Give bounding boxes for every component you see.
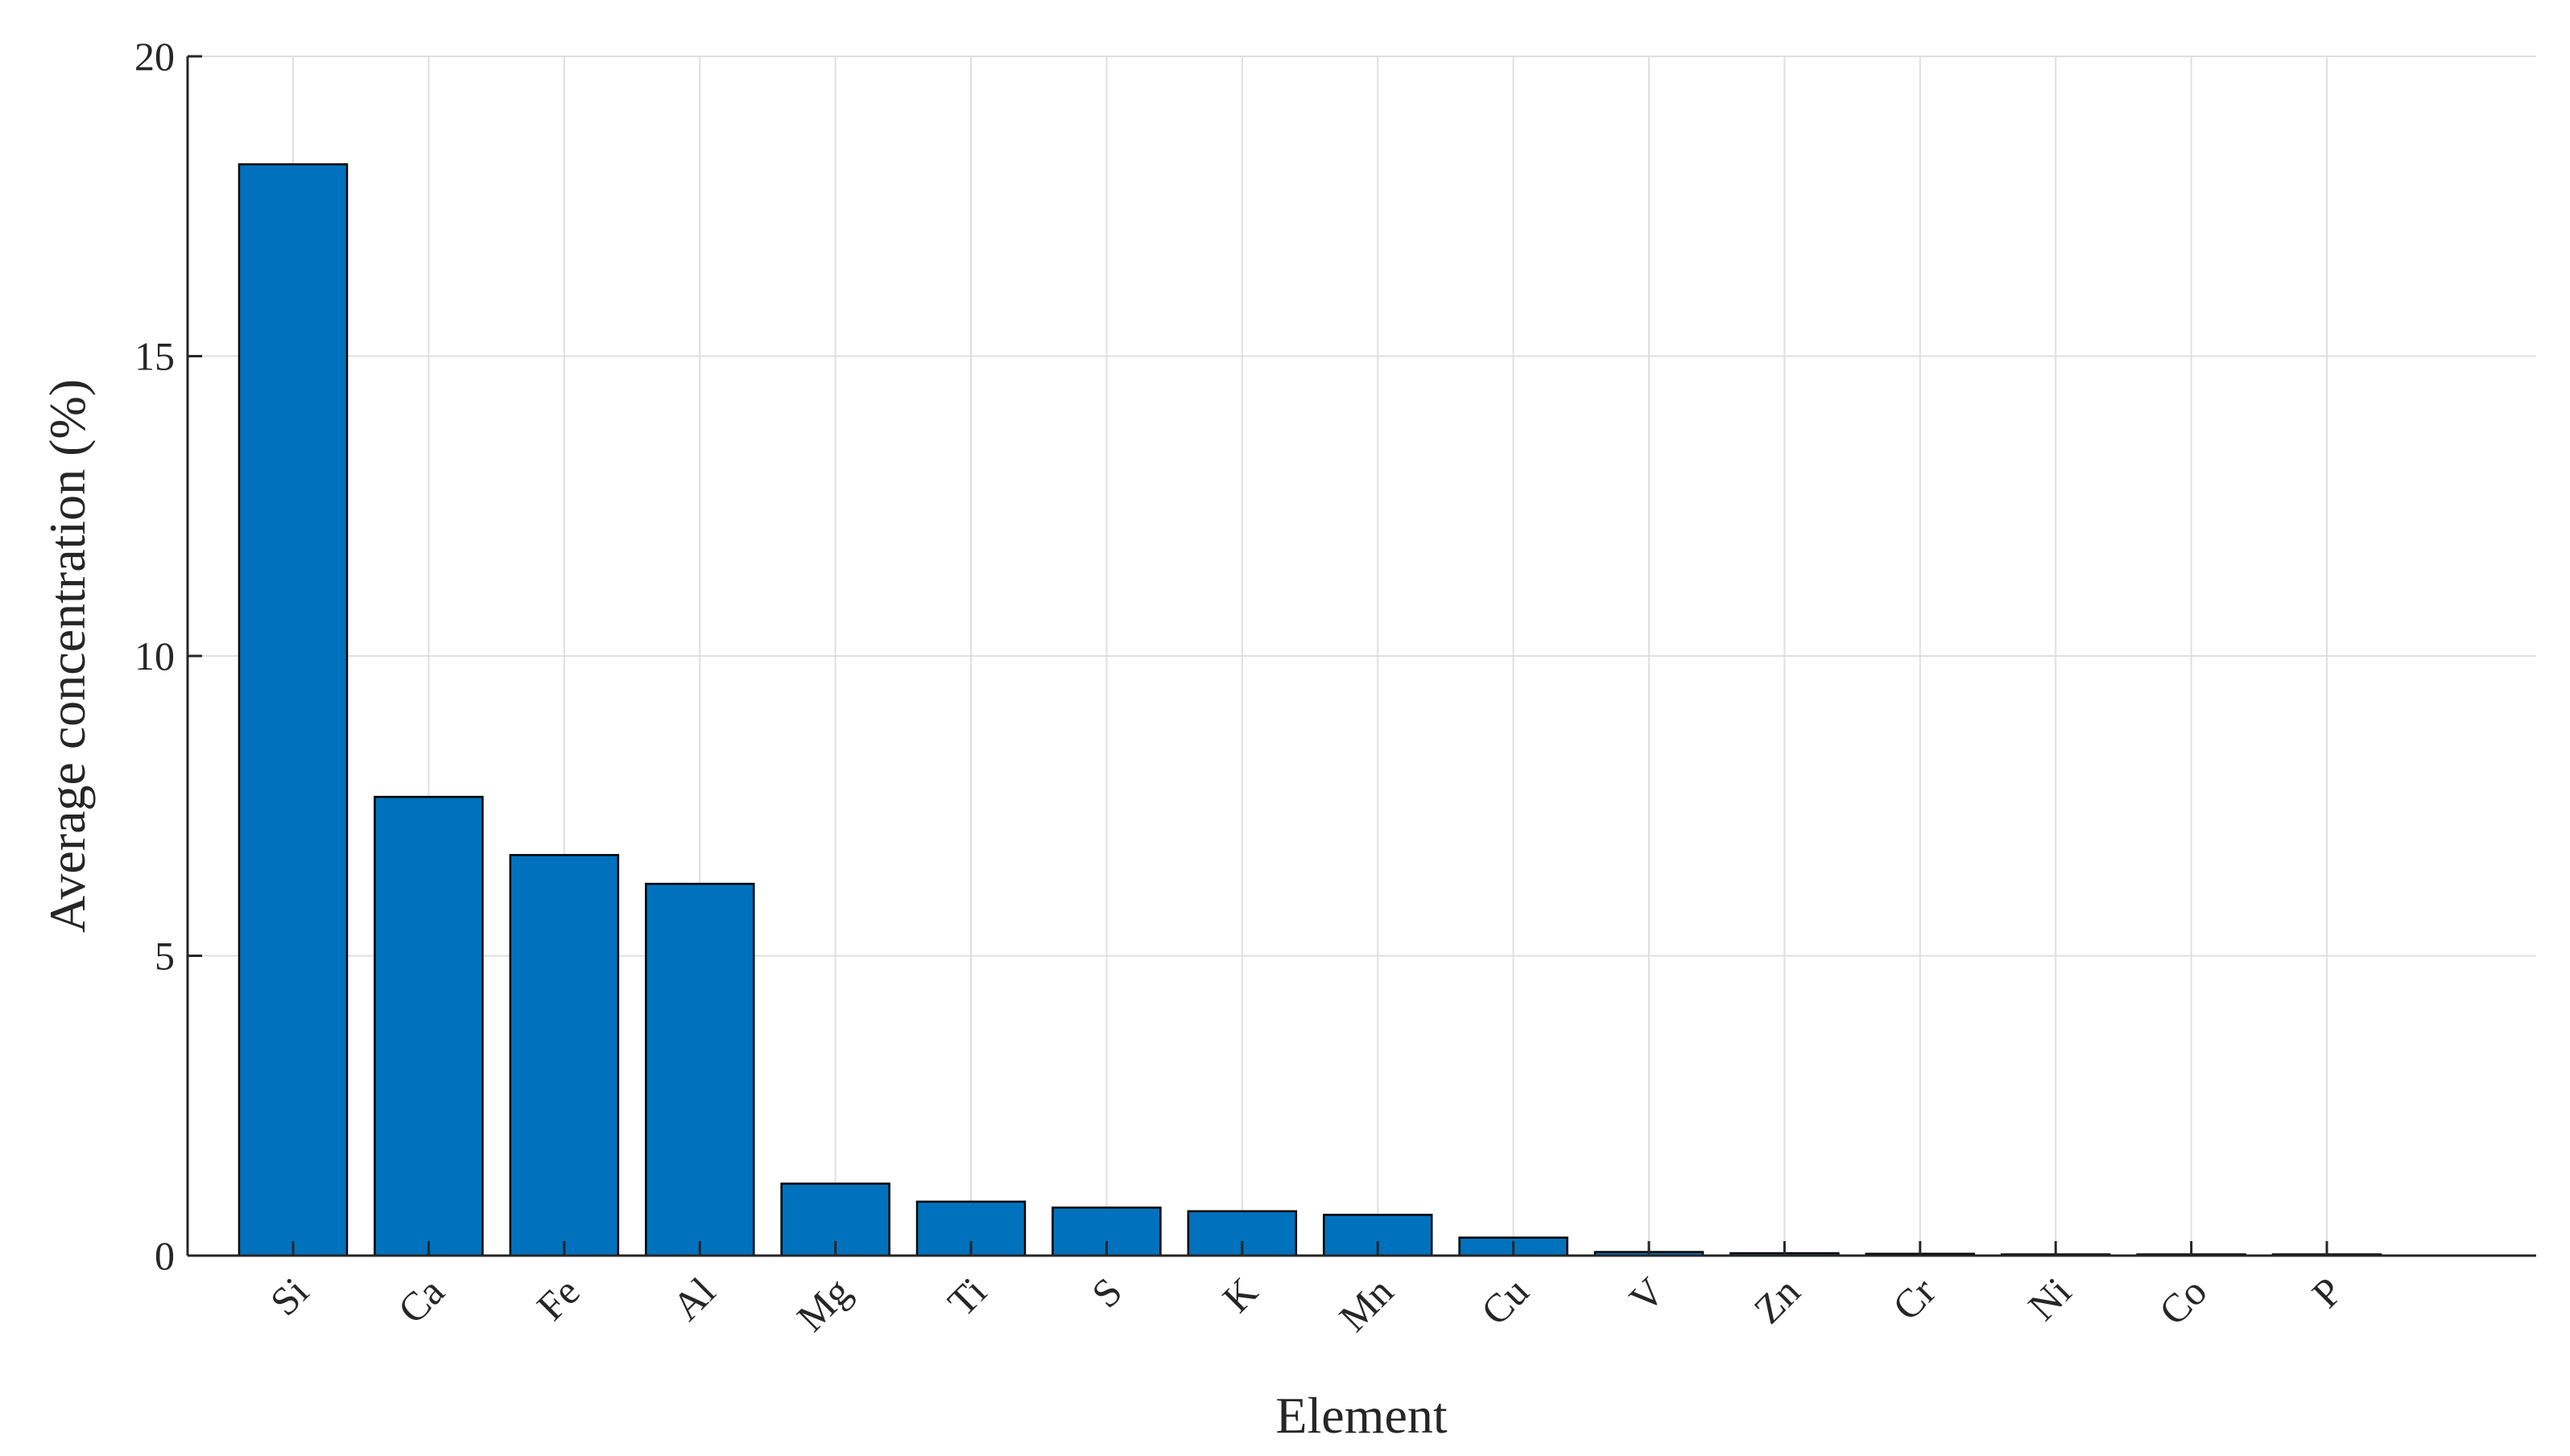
bar-si [238, 163, 349, 1257]
x-tick-label-cr: Cr [1884, 1268, 1944, 1329]
x-tick-label-p: P [2303, 1268, 2351, 1316]
x-tick-label-v: V [1621, 1268, 1673, 1321]
x-tick-label-ni: Ni [2019, 1268, 2080, 1329]
x-tick-label-zn: Zn [1745, 1268, 1808, 1332]
y-axis-label: Average concentration (%) [39, 379, 96, 933]
y-tick-label: 20 [134, 34, 175, 79]
x-tick-label-si: Si [262, 1268, 317, 1324]
y-tick-label: 10 [134, 633, 175, 679]
y-tick-label: 15 [134, 334, 175, 379]
bar-fe [509, 854, 620, 1257]
x-tick-label-ti: Ti [939, 1268, 995, 1325]
x-tick-label-co: Co [2151, 1268, 2216, 1334]
x-tick-label-s: S [1083, 1268, 1130, 1316]
y-tick-label: 0 [155, 1233, 175, 1278]
bars [238, 163, 2382, 1257]
x-tick-label-al: Al [663, 1268, 724, 1329]
bar-al [644, 882, 755, 1257]
y-tick-label: 5 [155, 934, 175, 979]
y-ticks: 0 5 10 15 20 [134, 34, 202, 1278]
x-tick-label-fe: Fe [528, 1268, 589, 1329]
x-tick-label-cu: Cu [1473, 1268, 1538, 1334]
grid-lines [188, 56, 2536, 1256]
bar-ca [374, 795, 484, 1257]
x-axis-label: Element [1275, 1387, 1447, 1444]
x-tick-label-k: K [1213, 1268, 1266, 1321]
x-tick-label-mn: Mn [1330, 1268, 1402, 1340]
x-tick-label-mg: Mg [788, 1268, 860, 1340]
x-tick-label-ca: Ca [389, 1268, 452, 1332]
